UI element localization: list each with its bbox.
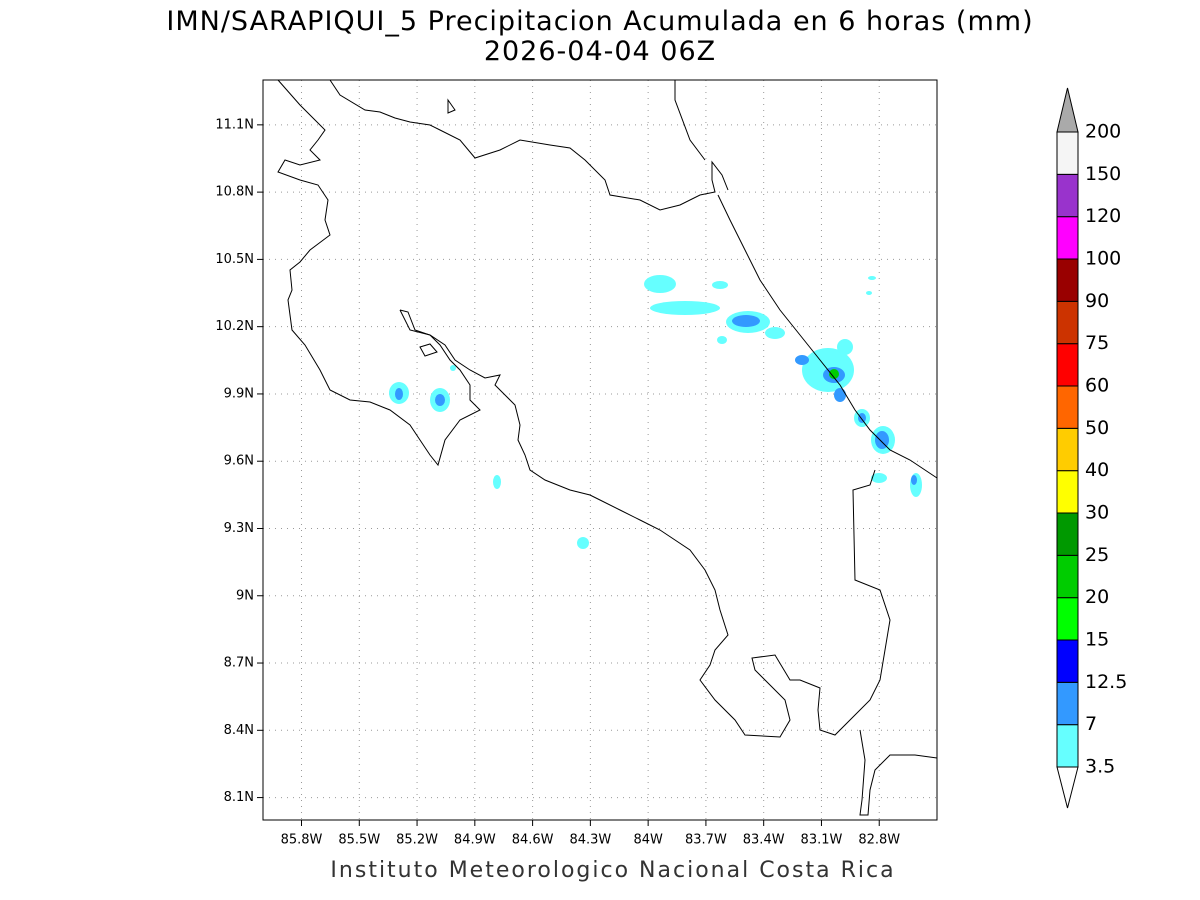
colorbar-label: 75	[1085, 332, 1109, 354]
precip-area	[435, 394, 445, 406]
y-tick-label: 9.3N	[224, 521, 254, 536]
x-tick-label: 84.9W	[454, 833, 496, 848]
x-tick-label: 83.1W	[801, 833, 843, 848]
x-tick-label: 82.8W	[858, 833, 900, 848]
y-tick-label: 10.8N	[215, 185, 254, 200]
colorbar-box	[1056, 597, 1079, 641]
colorbar-box	[1056, 427, 1079, 472]
colorbar-box	[1056, 258, 1079, 302]
colorbar-box	[1056, 131, 1079, 175]
precip-area	[868, 276, 876, 280]
colorbar-label: 30	[1085, 502, 1109, 524]
colorbar-box	[1056, 385, 1079, 429]
precip-area	[911, 475, 917, 485]
precip-area	[650, 301, 720, 315]
precip-area	[829, 369, 839, 379]
colorbar-box	[1056, 724, 1079, 768]
coastline	[674, 80, 706, 161]
precip-area	[765, 327, 785, 339]
colorbar-label: 150	[1085, 163, 1121, 185]
x-tick-label: 84W	[633, 833, 663, 848]
colorbar-label: 25	[1085, 544, 1109, 566]
precip-area	[834, 388, 846, 402]
colorbar-label: 90	[1085, 290, 1109, 312]
precipitation	[389, 275, 922, 549]
y-tick-label: 9.6N	[224, 454, 254, 469]
colorbar-label: 15	[1085, 629, 1109, 651]
colorbar-box	[1056, 554, 1079, 599]
x-tick-label: 85.8W	[281, 833, 323, 848]
y-tick-label: 8.7N	[224, 656, 254, 671]
colorbar-box	[1056, 639, 1079, 683]
y-tick-label: 10.5N	[215, 252, 254, 267]
axes: 85.8W 85.5W 85.2W 84.9W 84.6W 84.3W 84W 83.7W 83…	[215, 117, 900, 847]
colorbar-label: 7	[1085, 713, 1097, 735]
precip-area	[493, 475, 501, 489]
precip-area	[866, 291, 872, 295]
precip-area	[395, 388, 403, 400]
colorbar-box	[1056, 300, 1079, 345]
x-tick-label: 83.7W	[685, 833, 727, 848]
x-tick-label: 84.3W	[569, 833, 611, 848]
colorbar-label: 12.5	[1085, 671, 1127, 693]
colorbar-under	[1056, 766, 1079, 809]
y-tick-label: 9N	[236, 588, 254, 603]
coastline	[399, 309, 891, 738]
y-tick-label: 9.9N	[224, 386, 254, 401]
colorbar-label: 120	[1085, 205, 1121, 227]
colorbar-box	[1056, 343, 1079, 387]
x-tick-label: 84.6W	[512, 833, 554, 848]
x-tick-label: 83.4W	[743, 833, 785, 848]
colorbar-over	[1056, 87, 1079, 133]
precip-area	[450, 365, 456, 371]
colorbar-label: 50	[1085, 417, 1109, 439]
lake	[419, 343, 438, 357]
colorbar-box	[1056, 512, 1079, 556]
subtitle: 2026-04-04 06Z	[484, 36, 716, 67]
precip-area	[871, 473, 887, 483]
y-tick-label: 11.1N	[215, 117, 254, 132]
x-tick-label: 85.5W	[338, 833, 380, 848]
coastline	[329, 79, 729, 211]
colorbar-box	[1056, 470, 1079, 514]
colorbar-label: 100	[1085, 248, 1121, 270]
colorbar-label: 200	[1085, 121, 1121, 143]
precip-area	[644, 275, 676, 293]
coastline	[717, 194, 938, 479]
y-tick-label: 8.1N	[224, 790, 254, 805]
precip-area	[717, 336, 727, 344]
colorbar: 3.5 7 12.5 15 20 25 30 40 50 60 75 90 100 120 150 200	[1056, 87, 1127, 809]
coastline	[277, 79, 481, 467]
island	[447, 98, 456, 114]
colorbar-label: 20	[1085, 586, 1109, 608]
colorbar-box	[1056, 216, 1079, 260]
grid	[263, 80, 937, 820]
coastline	[859, 729, 938, 816]
precip-area	[712, 281, 728, 289]
precip-area	[732, 315, 760, 327]
precip-area	[858, 413, 866, 423]
precip-area	[875, 431, 889, 449]
y-tick-label: 8.4N	[224, 723, 254, 738]
colorbar-box	[1056, 173, 1079, 218]
precip-area	[795, 355, 809, 365]
colorbar-label: 60	[1085, 375, 1109, 397]
colorbar-box	[1056, 681, 1079, 726]
coastlines	[277, 79, 938, 816]
precip-area	[577, 537, 589, 549]
map-frame	[262, 79, 938, 821]
precip-area	[837, 339, 853, 355]
colorbar-label: 40	[1085, 459, 1109, 481]
title: IMN/SARAPIQUI_5 Precipitacion Acumulada …	[166, 6, 1033, 37]
x-tick-label: 85.2W	[396, 833, 438, 848]
footer: Instituto Meteorologico Nacional Costa R…	[330, 858, 895, 883]
y-tick-label: 10.2N	[215, 319, 254, 334]
colorbar-label: 3.5	[1085, 756, 1115, 778]
